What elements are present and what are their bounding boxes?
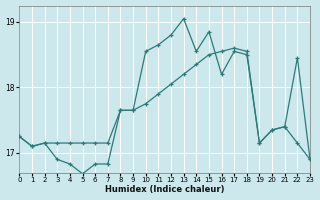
X-axis label: Humidex (Indice chaleur): Humidex (Indice chaleur) xyxy=(105,185,224,194)
